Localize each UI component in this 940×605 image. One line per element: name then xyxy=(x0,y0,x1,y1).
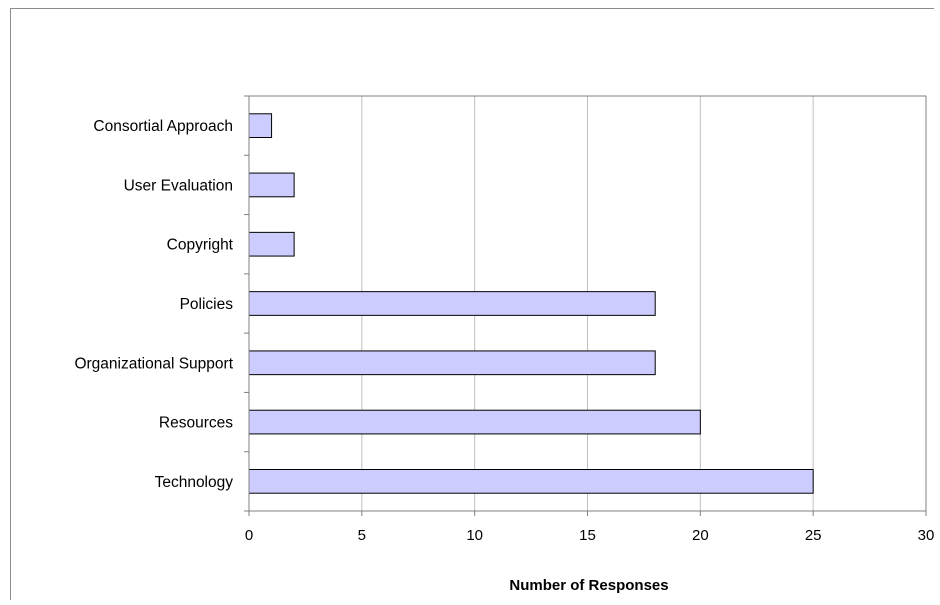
x-tick-label-30: 30 xyxy=(918,527,935,544)
y-category-label-organizational-support: Organizational Support xyxy=(74,355,233,372)
x-tick-label-25: 25 xyxy=(805,527,822,544)
x-tick-label-0: 0 xyxy=(245,527,253,544)
bar-consortial-approach xyxy=(248,113,273,138)
bar-user-evaluation xyxy=(248,172,295,198)
labels: 0 5 10 15 20 25 30 Consortial Approach User Eval… xyxy=(74,118,934,544)
x-tick-label-20: 20 xyxy=(692,527,709,544)
bar-technology xyxy=(248,469,814,494)
y-category-label-resources: Resources xyxy=(159,415,233,432)
x-tick-label-10: 10 xyxy=(466,527,483,544)
y-category-label-consortial-approach: Consortial Approach xyxy=(93,118,233,135)
axes xyxy=(244,95,927,516)
bars xyxy=(248,113,814,494)
y-category-label-policies: Policies xyxy=(180,296,234,313)
bar-organizational-support xyxy=(248,350,656,376)
bar-resources xyxy=(248,409,701,435)
x-axis-title: Number of Responses xyxy=(509,577,668,594)
chart-frame xyxy=(10,8,934,600)
x-tick-label-5: 5 xyxy=(358,527,366,544)
bar-policies xyxy=(248,291,656,316)
y-category-label-user-evaluation: User Evaluation xyxy=(124,177,233,194)
y-category-label-copyright: Copyright xyxy=(167,237,234,254)
x-tick-label-15: 15 xyxy=(579,527,596,544)
y-category-label-technology: Technology xyxy=(155,474,234,491)
bar-copyright xyxy=(248,231,295,257)
